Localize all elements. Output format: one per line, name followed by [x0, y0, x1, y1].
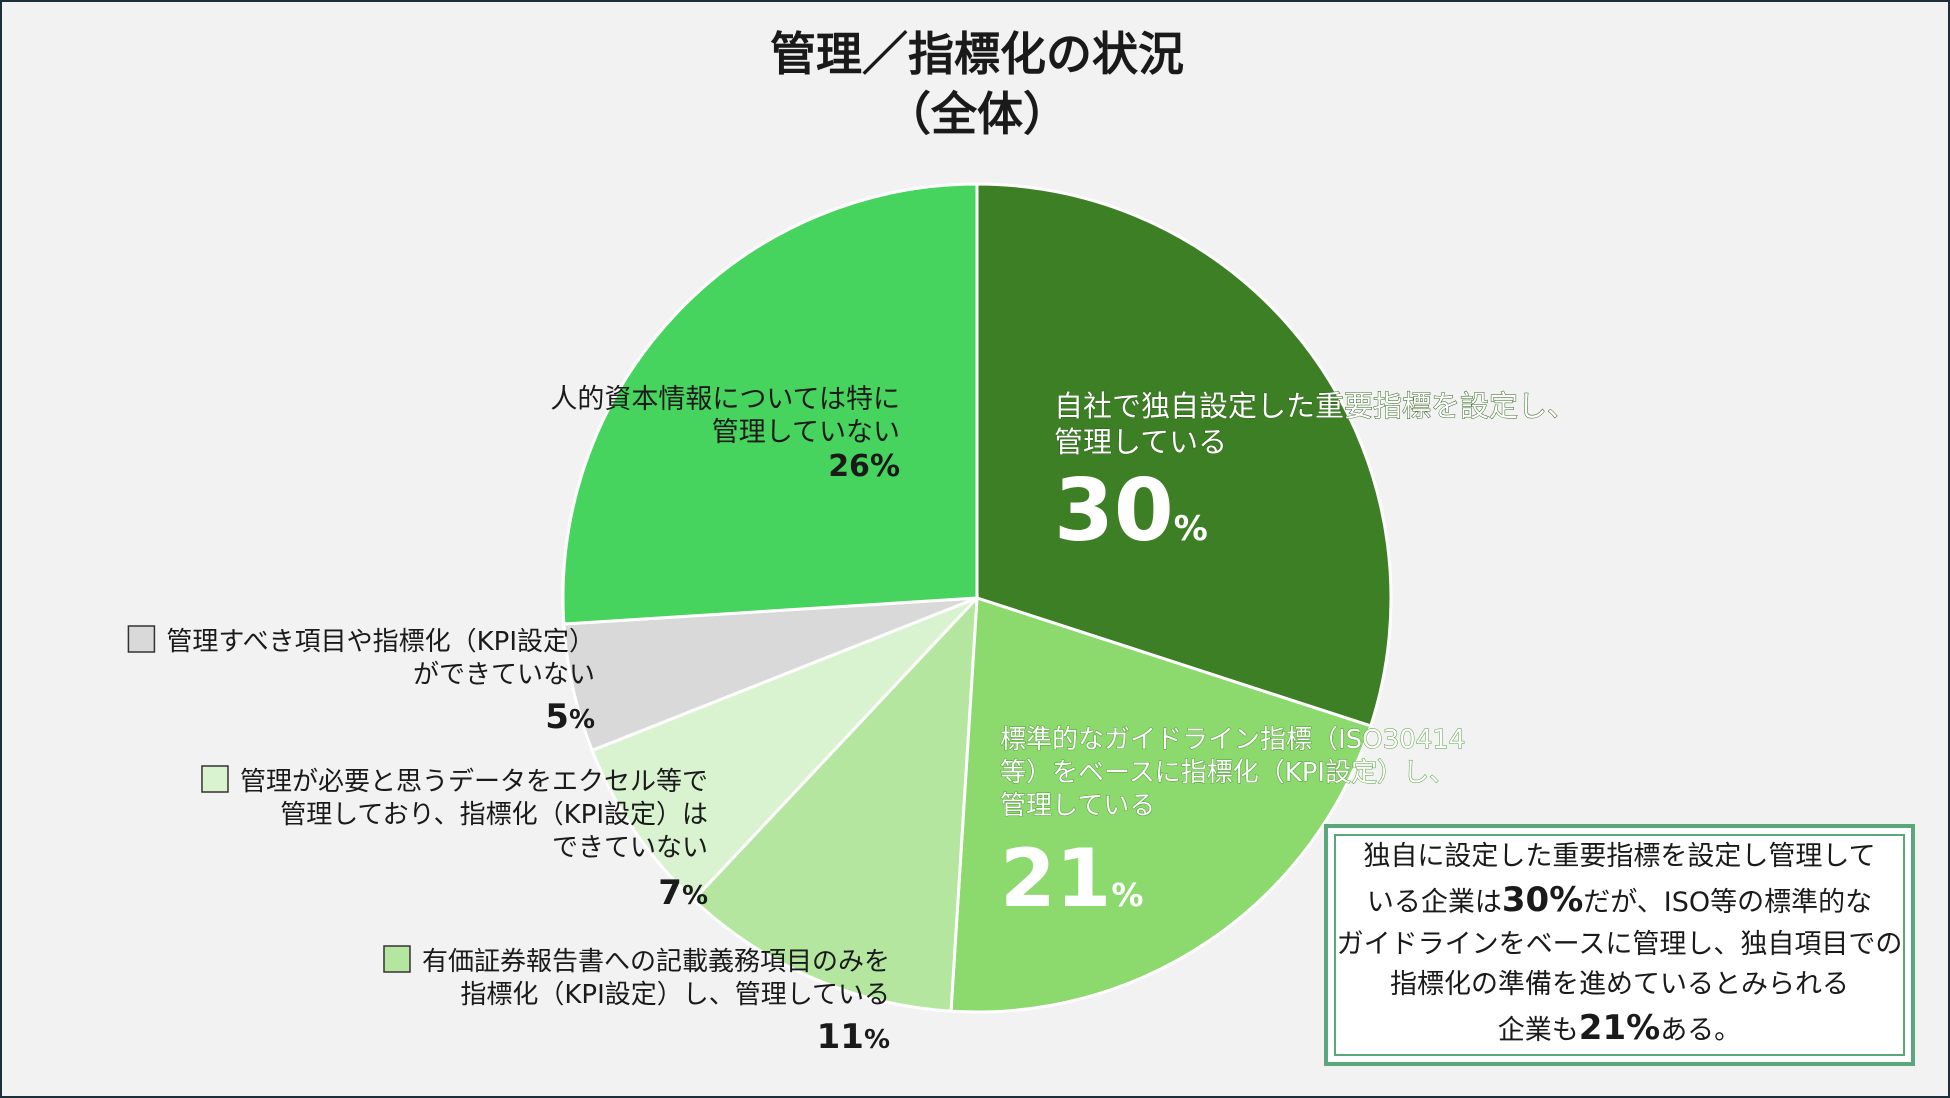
slice-value-unit: %: [1174, 509, 1208, 549]
slice-value-number: 11: [817, 1017, 864, 1057]
slice-label-line: 管理していない: [712, 417, 900, 448]
slice-value-s4: 7%: [658, 873, 708, 913]
slice-value-number: 5: [545, 697, 569, 737]
annotation-line: 企業も21%ある。: [1337, 1004, 1903, 1053]
slice-label-line: 指標化（KPI設定）し、管理している: [460, 980, 890, 1010]
annotation-line: 指標化の準備を進めているとみられる: [1337, 965, 1903, 1004]
slice-label-s3: 有価証券報告書への記載義務項目のみを指標化（KPI設定）し、管理している: [422, 947, 890, 1010]
annotation-inner-border: 独自に設定した重要指標を設定し管理して いる企業は30%だが、ISO等の標準的なガ…: [1334, 834, 1905, 1056]
slice-label-line: 有価証券報告書への記載義務項目のみを: [422, 947, 890, 977]
slice-label-group-s4: 管理が必要と思うデータをエクセル等で管理しており、指標化（KPI設定）はできてい…: [240, 767, 708, 913]
slice-label-line: 人的資本情報については特に: [550, 384, 900, 415]
slice-label-line: 管理すべき項目や指標化（KPI設定）: [166, 627, 595, 657]
slice-label-s1: 自社で独自設定した重要指標を設定し、管理している: [1054, 389, 1576, 459]
slice-value-s6: 26%: [828, 449, 900, 484]
slice-label-line: できていない: [552, 833, 708, 863]
slice-value-s3: 11%: [817, 1017, 890, 1057]
slice-label-line: 管理している: [1000, 791, 1155, 821]
slice-value-unit: %: [1111, 876, 1143, 914]
chart-title: 管理／指標化の状況: [770, 27, 1184, 81]
annotation-segment: 独自に設定した重要指標を設定し管理して: [1363, 840, 1876, 872]
pie-slice-s4: [590, 596, 979, 902]
legend-swatch-s3: [383, 945, 411, 973]
slice-label-line: 標準的なガイドライン指標（ISO30414: [1000, 725, 1465, 755]
slice-value-s5: 5%: [545, 697, 595, 737]
annotation-segment: 企業も: [1497, 1014, 1579, 1046]
slice-label-s2: 標準的なガイドライン指標（ISO30414 等）をベースに指標化（KPI設定）し、…: [1000, 725, 1465, 821]
slice-value-number: 7: [658, 873, 682, 913]
slice-label-group-s3: 有価証券報告書への記載義務項目のみを指標化（KPI設定）し、管理している 11%: [422, 947, 890, 1057]
slice-value-unit: %: [569, 705, 595, 735]
pie-slice-s1: [975, 182, 1393, 728]
slice-label-s5: 管理すべき項目や指標化（KPI設定）ができていない: [166, 627, 595, 690]
annotation-highlight: 30%: [1501, 880, 1584, 921]
slice-value-unit: %: [864, 1025, 890, 1055]
annotation-segment: ある。: [1660, 1014, 1742, 1046]
pie-slice-s6: [561, 182, 979, 626]
annotation-highlight: 21%: [1578, 1007, 1661, 1048]
slice-value-unit: %: [870, 449, 900, 484]
slice-value-s2: 21%: [1000, 832, 1143, 925]
annotation-text: 独自に設定した重要指標を設定し管理して いる企業は30%だが、ISO等の標準的なガ…: [1337, 837, 1903, 1053]
slice-label-s6: 人的資本情報については特に管理していない: [550, 384, 900, 448]
chart-subtitle: （全体）: [885, 87, 1069, 141]
annotation-line: いる企業は30%だが、ISO等の標準的な: [1337, 876, 1903, 925]
slice-label-line: 管理が必要と思うデータをエクセル等で: [240, 767, 708, 797]
slice-value-unit: %: [682, 881, 708, 911]
annotation-segment: いる企業は: [1366, 887, 1502, 919]
slice-value-s1: 30%: [1054, 461, 1208, 561]
pie-slice-s2: [949, 595, 1373, 1014]
slice-value-number: 26: [828, 449, 870, 484]
legend-swatch-s4: [201, 765, 229, 793]
slice-label-line: 管理しており、指標化（KPI設定）は: [280, 800, 708, 830]
annotation-line: ガイドラインをベースに管理し、独自項目での: [1337, 925, 1903, 964]
pie-slice-s3: [691, 593, 979, 1013]
annotation-line: 独自に設定した重要指標を設定し管理して: [1337, 837, 1903, 876]
slice-label-line: 等）をベースに指標化（KPI設定）し、: [1000, 758, 1455, 788]
slice-label-group-s2: 標準的なガイドライン指標（ISO30414 等）をベースに指標化（KPI設定）し、…: [1000, 725, 1466, 926]
slice-label-line: ができていない: [413, 660, 595, 690]
slice-label-group-s5: 管理すべき項目や指標化（KPI設定）ができていない 5%: [166, 627, 595, 737]
slice-label-s4: 管理が必要と思うデータをエクセル等で管理しており、指標化（KPI設定）はできてい…: [240, 767, 708, 863]
legend-swatch-s5: [127, 625, 156, 653]
slice-value-number: 21: [1000, 832, 1111, 925]
annotation-segment: ガイドラインをベースに管理し、独自項目での: [1336, 929, 1903, 961]
annotation-segment: 指標化の準備を進めているとみられる: [1390, 968, 1849, 1000]
annotation-segment: だが、ISO等の標準的な: [1583, 887, 1873, 919]
slice-value-number: 30: [1054, 461, 1174, 561]
slice-label-line: 管理している: [1054, 425, 1227, 459]
annotation-box: 独自に設定した重要指標を設定し管理して いる企業は30%だが、ISO等の標準的なガ…: [1324, 824, 1915, 1066]
slice-label-line: 自社で独自設定した重要指標を設定し、: [1054, 389, 1576, 423]
